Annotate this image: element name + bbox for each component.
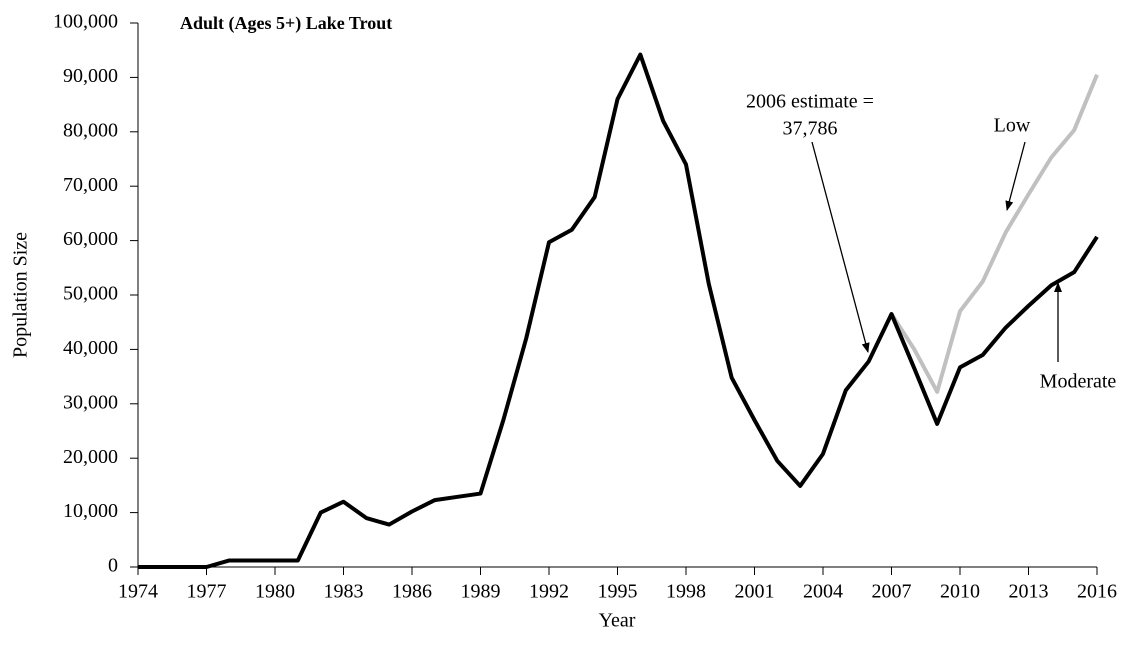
y-tick-label: 30,000 — [63, 391, 118, 413]
x-tick-label: 2004 — [803, 581, 843, 603]
arrow — [1005, 141, 1026, 211]
x-tick-label: 2013 — [1009, 581, 1049, 603]
x-tick-label: 1983 — [324, 581, 364, 603]
x-tick-label: 1977 — [187, 581, 227, 603]
y-tick-label: 60,000 — [63, 228, 118, 250]
x-tick-label: 2010 — [940, 581, 980, 603]
series-line — [889, 73, 1099, 394]
x-tick-label: 2007 — [872, 581, 912, 603]
x-tick-label: 1980 — [255, 581, 295, 603]
x-tick-label: 2016 — [1077, 581, 1117, 603]
y-tick-label: 20,000 — [63, 446, 118, 468]
y-tick-label: 90,000 — [63, 65, 118, 87]
arrow — [811, 141, 870, 353]
y-axis-label: Population Size — [10, 232, 32, 358]
series-label: Low — [994, 115, 1031, 137]
y-tick-label: 40,000 — [63, 337, 118, 359]
annotation: 37,786 — [783, 118, 838, 140]
x-tick-label: 1995 — [598, 581, 638, 603]
x-tick-label: 2001 — [735, 581, 775, 603]
x-axis-label: Year — [599, 610, 636, 632]
y-tick-label: 100,000 — [53, 11, 118, 33]
y-tick-label: 50,000 — [63, 283, 118, 305]
x-tick-label: 1986 — [392, 581, 432, 603]
annotation: 2006 estimate = — [746, 91, 874, 113]
y-tick-label: 80,000 — [63, 119, 118, 141]
y-tick-label: 70,000 — [63, 174, 118, 196]
series-label: Moderate — [1040, 371, 1117, 393]
x-tick-label: 1992 — [529, 581, 569, 603]
x-tick-label: 1998 — [666, 581, 706, 603]
y-tick-label: 0 — [108, 555, 118, 577]
y-tick-label: 10,000 — [63, 500, 118, 522]
x-tick-label: 1974 — [118, 581, 158, 603]
x-tick-label: 1989 — [461, 581, 501, 603]
series-line — [138, 52, 1099, 569]
chart-title: Adult (Ages 5+) Lake Trout — [180, 13, 392, 34]
